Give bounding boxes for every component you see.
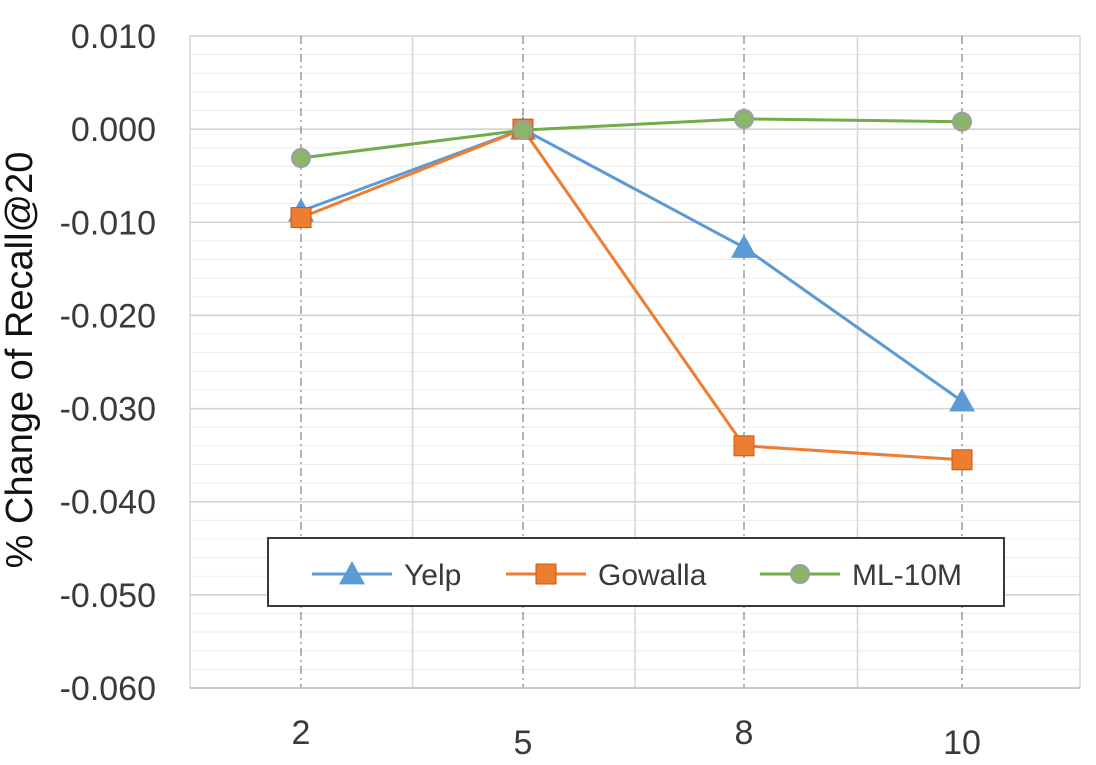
series-line-yelp — [300, 127, 963, 403]
y-tick-label: -0.050 — [60, 577, 156, 615]
y-tick-label: -0.060 — [60, 670, 156, 708]
series-gowalla — [290, 118, 973, 471]
data-point-yelp — [731, 234, 757, 258]
legend-item-yelp: Yelp — [312, 559, 461, 592]
y-tick-label: -0.040 — [60, 484, 156, 522]
data-point-gowalla — [290, 207, 312, 229]
legend-label-yelp: Yelp — [404, 559, 461, 592]
data-point-gowalla — [951, 449, 973, 471]
y-tick-label: -0.020 — [60, 297, 156, 335]
legend-marker-gowalla — [535, 563, 557, 585]
x-tick-label: 8 — [735, 714, 754, 752]
data-point-ml-10m — [513, 120, 533, 141]
data-point-gowalla — [733, 435, 755, 457]
y-axis-label: % Change of Recall@20 — [0, 152, 41, 569]
series-yelp — [288, 116, 975, 412]
x-tick-label: 2 — [292, 714, 311, 752]
legend-label-ml-10m: ML-10M — [852, 559, 962, 592]
legend-marker-ml-10m — [790, 564, 810, 584]
y-tick-label: -0.030 — [60, 391, 156, 429]
y-tick-label: -0.010 — [60, 204, 156, 242]
y-axis: 0.010 0.000 -0.010 -0.020 -0.030 -0.040 -0.050… — [60, 18, 156, 708]
legend: Yelp Gowalla ML-10M — [267, 537, 1005, 607]
series-ml-10m — [291, 108, 972, 169]
legend-item-ml-10m: ML-10M — [760, 559, 962, 592]
series-line-gowalla — [300, 127, 963, 462]
legend-item-gowalla: Gowalla — [506, 559, 707, 592]
legend-marker-yelp — [339, 561, 365, 585]
x-tick-label: 10 — [943, 724, 981, 762]
y-tick-label: 0.010 — [71, 18, 156, 56]
data-point-ml-10m — [291, 148, 311, 169]
legend-label-gowalla: Gowalla — [598, 559, 707, 592]
legend-box — [267, 537, 1005, 607]
series-line-ml-10m — [300, 117, 963, 160]
x-axis: 2 5 8 10 — [292, 714, 981, 762]
data-point-yelp — [949, 388, 975, 412]
x-tick-label: 5 — [514, 724, 533, 762]
data-point-ml-10m — [952, 111, 972, 132]
y-tick-label: 0.000 — [71, 111, 156, 149]
series-group — [288, 108, 975, 471]
data-point-ml-10m — [734, 108, 754, 129]
